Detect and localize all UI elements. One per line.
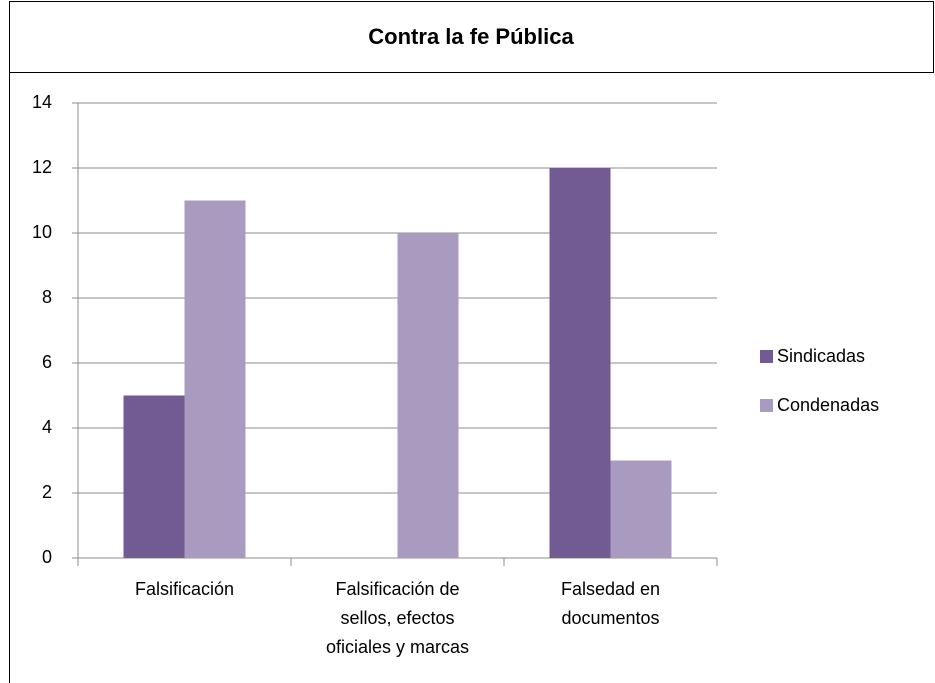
y-tick-label: 14 bbox=[32, 92, 52, 112]
x-tick-label-line: documentos bbox=[561, 608, 659, 628]
y-tick-label: 2 bbox=[42, 482, 52, 502]
x-tick-label: Falsedad en documentos bbox=[561, 579, 660, 628]
bar bbox=[549, 168, 611, 558]
bar bbox=[184, 200, 246, 558]
x-tick-label-line: Falsificación de bbox=[335, 579, 459, 599]
y-tick-label: 6 bbox=[42, 352, 52, 372]
legend-label: Condenadas bbox=[777, 395, 879, 415]
x-tick-label-line: Falsificación bbox=[135, 579, 234, 599]
x-tick-label: Falsificación de sellos, efectos oficiales… bbox=[326, 579, 469, 657]
chart-title: Contra la fe Pública bbox=[368, 24, 574, 49]
x-tick-label-line: oficiales y marcas bbox=[326, 637, 469, 657]
y-tick-label: 12 bbox=[32, 157, 52, 177]
bar bbox=[397, 233, 459, 558]
x-tick-label: Falsificación bbox=[135, 579, 234, 599]
y-tick-label: 0 bbox=[42, 547, 52, 567]
legend-label: Sindicadas bbox=[777, 346, 865, 366]
x-tick-label-line: sellos, efectos bbox=[340, 608, 454, 628]
x-tick-label-line: Falsedad en bbox=[561, 579, 660, 599]
title-box bbox=[9, 1, 934, 73]
legend-swatch bbox=[760, 350, 773, 363]
bar bbox=[610, 460, 672, 558]
y-tick-label: 8 bbox=[42, 287, 52, 307]
legend-swatch bbox=[760, 399, 773, 412]
y-tick-label: 10 bbox=[32, 222, 52, 242]
bar bbox=[123, 395, 185, 558]
y-tick-label: 4 bbox=[42, 417, 52, 437]
